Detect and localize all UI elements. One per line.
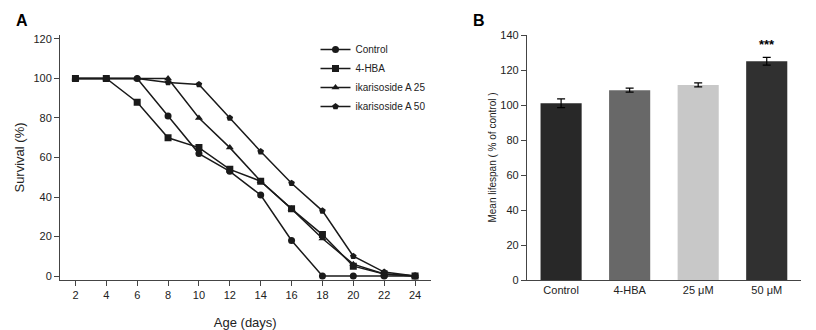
svg-text:6: 6 (134, 289, 140, 301)
svg-text:100: 100 (500, 99, 518, 111)
svg-text:100: 100 (33, 72, 51, 84)
svg-text:20: 20 (506, 239, 518, 251)
svg-text:Survival (%): Survival (%) (12, 122, 27, 192)
svg-text:10: 10 (193, 289, 205, 301)
svg-text:50 μM: 50 μM (751, 284, 782, 296)
svg-text:***: *** (759, 37, 775, 52)
svg-text:Control: Control (356, 44, 388, 55)
svg-text:40: 40 (40, 191, 52, 203)
svg-text:Mean lifespan ( % of control ): Mean lifespan ( % of control ) (487, 92, 498, 222)
svg-text:ikarisoside A 25: ikarisoside A 25 (356, 82, 426, 93)
svg-text:25 μM: 25 μM (683, 284, 714, 296)
svg-text:120: 120 (500, 64, 518, 76)
svg-text:80: 80 (40, 112, 52, 124)
svg-text:12: 12 (224, 289, 236, 301)
svg-text:14: 14 (255, 289, 267, 301)
svg-text:80: 80 (506, 134, 518, 146)
svg-text:24: 24 (409, 289, 421, 301)
svg-text:0: 0 (513, 274, 519, 286)
svg-text:20: 20 (40, 230, 52, 242)
svg-text:4-HBA: 4-HBA (613, 284, 646, 296)
svg-text:40: 40 (506, 204, 518, 216)
svg-text:140: 140 (500, 29, 518, 41)
svg-text:2: 2 (72, 289, 78, 301)
svg-text:22: 22 (378, 289, 390, 301)
svg-text:16: 16 (285, 289, 297, 301)
svg-text:ikarisoside A 50: ikarisoside A 50 (356, 101, 426, 112)
svg-text:120: 120 (33, 33, 51, 45)
svg-text:0: 0 (46, 270, 52, 282)
svg-text:4: 4 (103, 289, 109, 301)
svg-text:8: 8 (165, 289, 171, 301)
svg-text:Control: Control (543, 284, 578, 296)
svg-text:B: B (473, 12, 485, 29)
svg-text:4-HBA: 4-HBA (356, 63, 386, 74)
svg-text:A: A (16, 12, 28, 29)
svg-text:Age (days): Age (days) (214, 315, 277, 330)
svg-text:20: 20 (347, 289, 359, 301)
svg-text:60: 60 (506, 169, 518, 181)
svg-text:60: 60 (40, 151, 52, 163)
svg-text:18: 18 (316, 289, 328, 301)
